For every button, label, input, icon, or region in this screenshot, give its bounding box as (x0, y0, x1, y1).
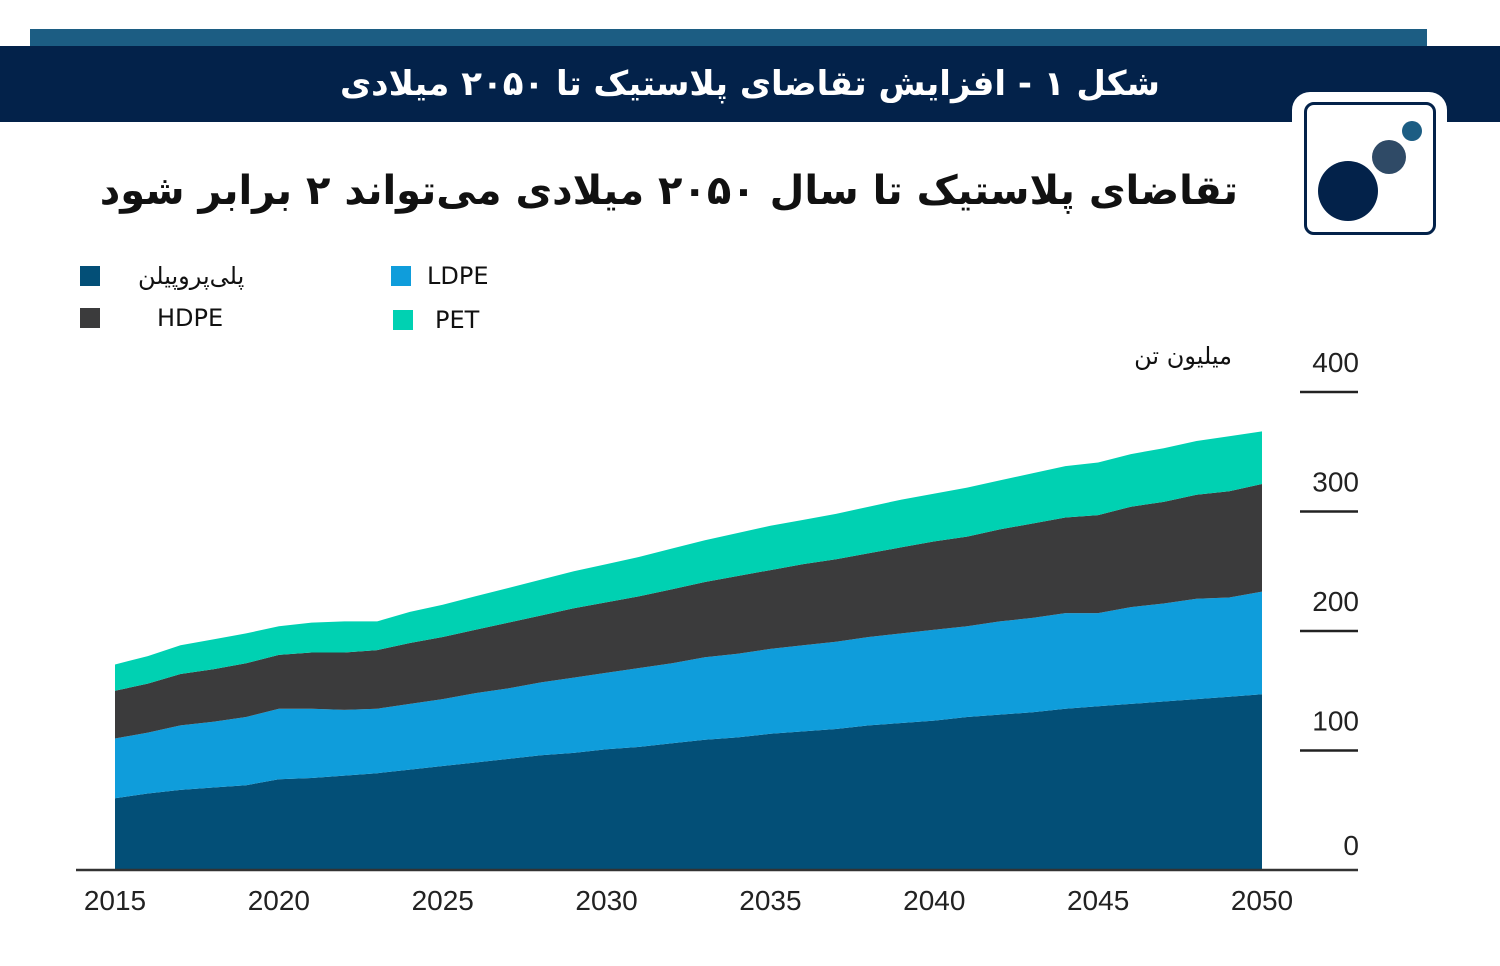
legend-label-ldpe: LDPE (427, 262, 489, 290)
legend-swatch-polypropylene (80, 266, 100, 286)
legend-label-pet: PET (435, 306, 480, 334)
legend-swatch-hdpe (80, 308, 100, 328)
x-tick-label-1: 2020 (248, 885, 310, 916)
stacked-areas (115, 431, 1262, 870)
chart-title: تقاضای پلاستیک تا سال ۲۰۵۰ میلادی می‌توا… (99, 168, 1238, 214)
x-tick-label-3: 2030 (575, 885, 637, 916)
figure-header-band: شکل ۱ - افزایش تقاضای پلاستیک تا ۲۰۵۰ می… (0, 46, 1500, 122)
figure-title: شکل ۱ - افزایش تقاضای پلاستیک تا ۲۰۵۰ می… (340, 64, 1160, 104)
legend-item-pet: PET (393, 306, 479, 334)
x-tick-label-6: 2045 (1067, 885, 1129, 916)
legend-item-hdpe: HDPE (80, 304, 223, 332)
y-axis-ticks: 0 100 200 300 400 (1300, 347, 1359, 861)
y-axis-unit-label: میلیون تن (1134, 342, 1232, 370)
area-series-3 (115, 431, 1262, 691)
x-tick-label-4: 2035 (739, 885, 801, 916)
y-tick-label-3: 300 (1312, 467, 1359, 498)
x-axis-ticks: 2015 2020 2025 2030 2035 2040 2045 2050 (84, 885, 1293, 916)
area-series-2 (115, 484, 1262, 739)
y-tick-label-2: 200 (1312, 586, 1359, 617)
x-tick-label-7: 2050 (1231, 885, 1293, 916)
area-series-0 (115, 694, 1262, 870)
y-tick-label-1: 100 (1312, 706, 1359, 737)
logo-medium-circle (1372, 140, 1406, 174)
area-series-1 (115, 591, 1262, 799)
y-tick-label-0: 0 (1343, 830, 1359, 861)
legend-item-polypropylene: پلی‌پروپیلن (80, 262, 244, 290)
logo-frame (1304, 102, 1436, 235)
x-tick-label-2: 2025 (412, 885, 474, 916)
legend-label-hdpe: HDPE (157, 304, 224, 332)
logo-small-circle (1402, 121, 1422, 141)
legend-label-polypropylene: پلی‌پروپیلن (138, 262, 245, 290)
legend-item-ldpe: LDPE (391, 262, 489, 290)
x-tick-label-5: 2040 (903, 885, 965, 916)
top-accent-strip (30, 29, 1427, 47)
legend-swatch-ldpe (391, 266, 411, 286)
x-tick-label-0: 2015 (84, 885, 146, 916)
three-circles-logo-icon (1318, 121, 1422, 221)
y-tick-label-4: 400 (1312, 347, 1359, 378)
logo-large-circle (1318, 161, 1378, 221)
legend-swatch-pet (393, 310, 413, 330)
